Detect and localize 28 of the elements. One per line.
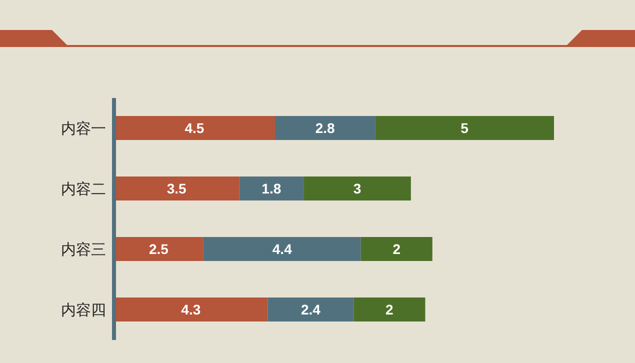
bar: [114, 116, 275, 140]
data-label: 3.5: [166, 180, 187, 196]
data-label: 2.5: [148, 240, 169, 257]
data-label: 3: [353, 180, 362, 196]
data-label: 1.8: [262, 180, 282, 196]
data-label: 4.4: [272, 240, 292, 257]
bar: [354, 298, 426, 322]
data-label: 2.4: [301, 301, 321, 318]
bar: [304, 176, 411, 200]
bar: [375, 116, 554, 140]
y-tick-label: 内容二: [61, 180, 106, 198]
data-label: 4.3: [181, 301, 201, 318]
bar: [360, 237, 432, 261]
data-label: 2: [386, 301, 394, 318]
bar: [239, 176, 304, 200]
y-tick-label: 内容一: [61, 120, 106, 138]
bar: [203, 237, 361, 261]
bar: [114, 298, 268, 322]
data-label: 4.5: [184, 120, 204, 136]
data-label: 2.8: [315, 120, 335, 136]
y-tick-label: 内容四: [61, 301, 106, 320]
bar: [274, 116, 376, 140]
data-label: 5: [460, 120, 469, 136]
bar: [268, 298, 354, 322]
bar: [114, 237, 204, 261]
bar: [114, 176, 240, 200]
data-label: 2: [392, 240, 401, 257]
y-tick-label: 内容三: [61, 240, 106, 259]
